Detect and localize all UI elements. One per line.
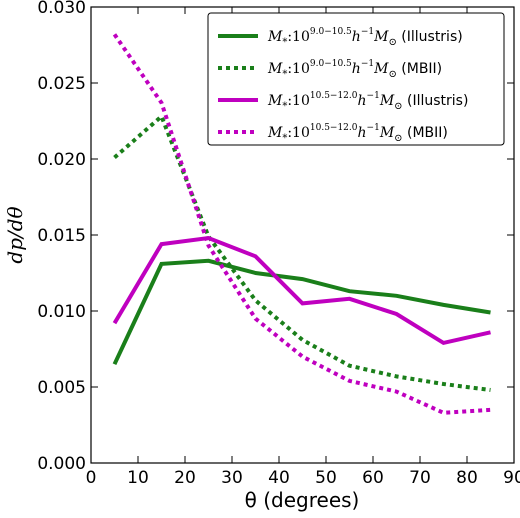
legend-box bbox=[207, 12, 505, 146]
legend-sun-symbol: ⊙ bbox=[394, 101, 402, 112]
legend-mass-subscript: * bbox=[282, 133, 287, 144]
legend-sim-name: (MBII) bbox=[403, 125, 448, 141]
legend-h-exp: −1 bbox=[361, 59, 374, 69]
legend-h-exp: −1 bbox=[367, 123, 380, 133]
y-tick-label: 0.010 bbox=[37, 302, 86, 322]
legend-entry: M*:1010.5−12.0h−1M⊙ (MBII) bbox=[267, 123, 448, 144]
y-tick-label: 0.025 bbox=[37, 74, 86, 94]
series-layer bbox=[112, 33, 491, 415]
x-tick-label: 40 bbox=[268, 468, 290, 488]
legend-solar-mass: M bbox=[379, 93, 395, 109]
legend-h-unit: h bbox=[358, 125, 367, 141]
legend-exponent: 9.0−10.5 bbox=[310, 59, 352, 69]
legend-sim-name: (Illustris) bbox=[397, 29, 463, 45]
legend-exponent: 9.0−10.5 bbox=[310, 27, 352, 37]
x-tick-label: 0 bbox=[86, 468, 97, 488]
y-tick-label: 0.000 bbox=[37, 454, 86, 474]
legend: M*:109.0−10.5h−1M⊙ (Illustris)M*:109.0−1… bbox=[207, 12, 505, 146]
legend-mass-subscript: * bbox=[282, 101, 287, 112]
x-tick-label: 50 bbox=[315, 468, 337, 488]
legend-h-exp: −1 bbox=[367, 91, 380, 101]
x-axis-label: θ (degrees) bbox=[245, 488, 360, 512]
series-line bbox=[112, 258, 491, 366]
legend-h-exp: −1 bbox=[361, 27, 374, 37]
x-tick-label: 90 bbox=[503, 468, 520, 488]
legend-mass-symbol: M bbox=[267, 61, 283, 77]
legend-entry: M*:1010.5−12.0h−1M⊙ (Illustris) bbox=[267, 91, 468, 112]
x-tick-label: 30 bbox=[221, 468, 243, 488]
x-tick-label: 60 bbox=[362, 468, 384, 488]
legend-mass-symbol: M bbox=[267, 29, 283, 45]
legend-mass-symbol: M bbox=[267, 93, 283, 109]
y-tick-label: 0.005 bbox=[37, 378, 86, 398]
y-tick-label: 0.020 bbox=[37, 150, 86, 170]
legend-sim-name: (Illustris) bbox=[403, 93, 469, 109]
legend-sun-symbol: ⊙ bbox=[394, 133, 402, 144]
legend-entry: M*:109.0−10.5h−1M⊙ (MBII) bbox=[267, 59, 442, 80]
legend-base: :10 bbox=[287, 125, 310, 141]
legend-base: :10 bbox=[287, 93, 310, 109]
legend-sun-symbol: ⊙ bbox=[388, 37, 396, 48]
legend-base: :10 bbox=[287, 29, 310, 45]
legend-mass-subscript: * bbox=[282, 37, 287, 48]
legend-sim-name: (MBII) bbox=[397, 61, 442, 77]
y-tick-label: 0.030 bbox=[37, 0, 86, 18]
legend-h-unit: h bbox=[352, 29, 361, 45]
legend-solar-mass: M bbox=[373, 29, 389, 45]
legend-entry: M*:109.0−10.5h−1M⊙ (Illustris) bbox=[267, 27, 463, 48]
legend-base: :10 bbox=[287, 61, 310, 77]
tick-layer: 0 10 20 30 40 50 60 70 80 90 0.000 0.005 0.010 0.015 0… bbox=[37, 0, 520, 488]
x-tick-label: 80 bbox=[456, 468, 478, 488]
y-axis-label: dp/dθ bbox=[3, 206, 27, 263]
series-line bbox=[112, 235, 491, 346]
legend-solar-mass: M bbox=[373, 61, 389, 77]
legend-mass-symbol: M bbox=[267, 125, 283, 141]
legend-exponent: 10.5−12.0 bbox=[310, 123, 358, 133]
legend-h-unit: h bbox=[358, 93, 367, 109]
x-tick-label: 20 bbox=[174, 468, 196, 488]
x-tick-label: 10 bbox=[127, 468, 149, 488]
y-tick-label: 0.015 bbox=[37, 226, 86, 246]
legend-h-unit: h bbox=[352, 61, 361, 77]
legend-solar-mass: M bbox=[379, 125, 395, 141]
legend-sun-symbol: ⊙ bbox=[388, 69, 396, 80]
legend-mass-subscript: * bbox=[282, 69, 287, 80]
x-tick-label: 70 bbox=[409, 468, 431, 488]
legend-exponent: 10.5−12.0 bbox=[310, 91, 358, 101]
